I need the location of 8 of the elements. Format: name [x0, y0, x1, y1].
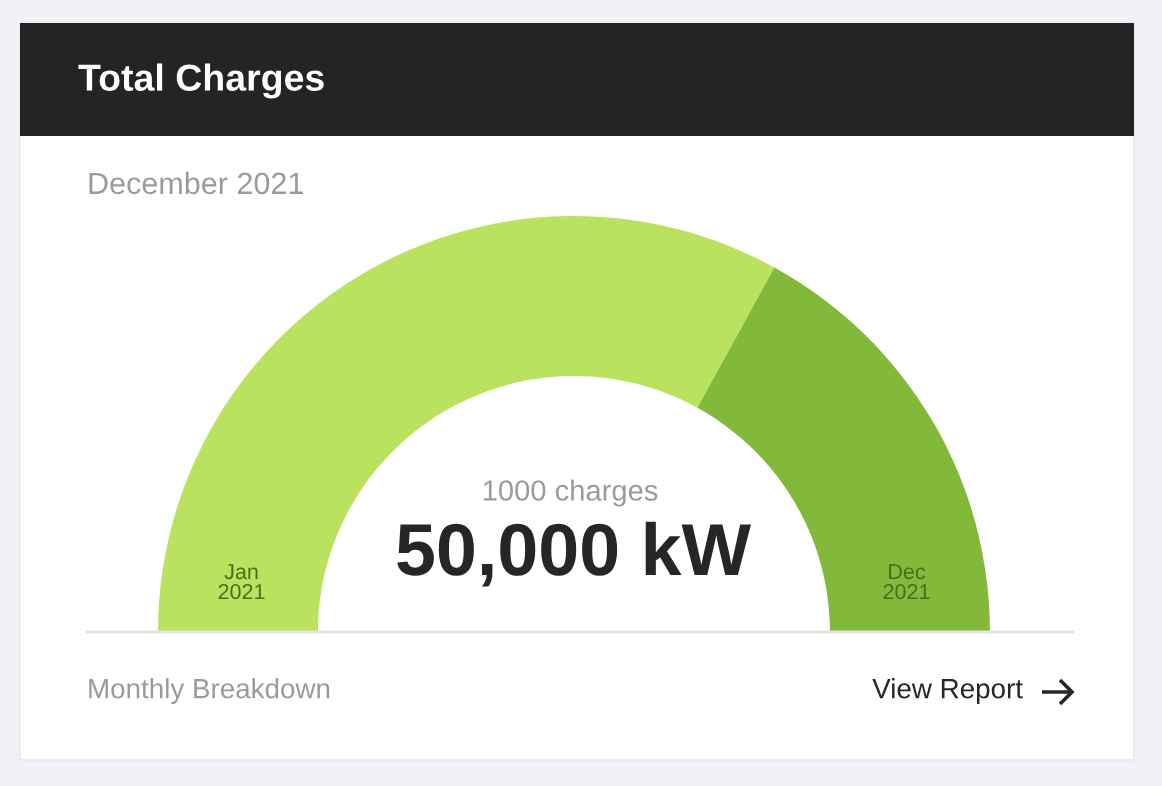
chart-title: Total Charges	[78, 63, 324, 99]
slice-label: Jan 2021	[218, 564, 265, 600]
chart-subtitle: December 2021	[89, 171, 303, 195]
text: 50,000 kW	[397, 521, 751, 587]
text: 1000 charges	[483, 479, 658, 507]
slice-label: Dec 2021	[883, 564, 930, 600]
text: View Report	[872, 678, 1023, 704]
text: Monthly Breakdown	[89, 678, 330, 704]
